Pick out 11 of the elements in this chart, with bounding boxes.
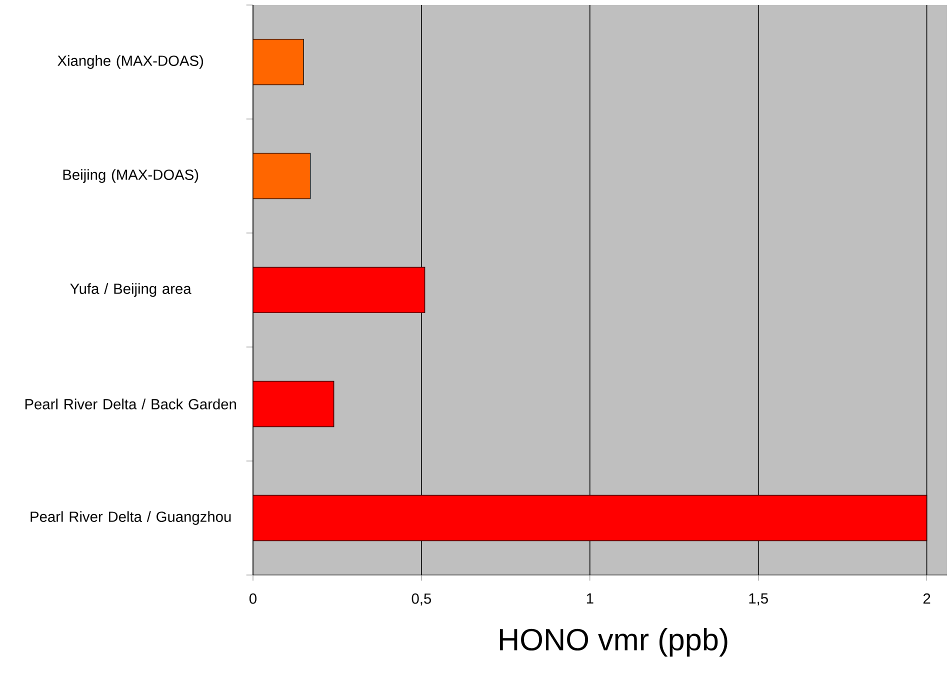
x-tick-label: 2 [923, 593, 930, 604]
y-tick-label: Yufa / Beijing area [70, 283, 192, 297]
x-tick-label: 0,5 [412, 593, 432, 606]
y-tick-label: Pearl River Delta / Guangzhou [30, 511, 231, 525]
x-tick-label: 1 [586, 593, 594, 604]
x-axis-title: HONO vmr (ppb) [500, 628, 728, 657]
y-tick-label: Xianghe (MAX-DOAS) [58, 55, 204, 69]
x-tick-label: 0 [249, 593, 256, 604]
x-tick-label: 1,5 [749, 593, 768, 606]
y-tick-label: Pearl River Delta / Back Garden [25, 398, 236, 410]
y-tick-label: Beijing (MAX-DOAS) [63, 169, 198, 183]
